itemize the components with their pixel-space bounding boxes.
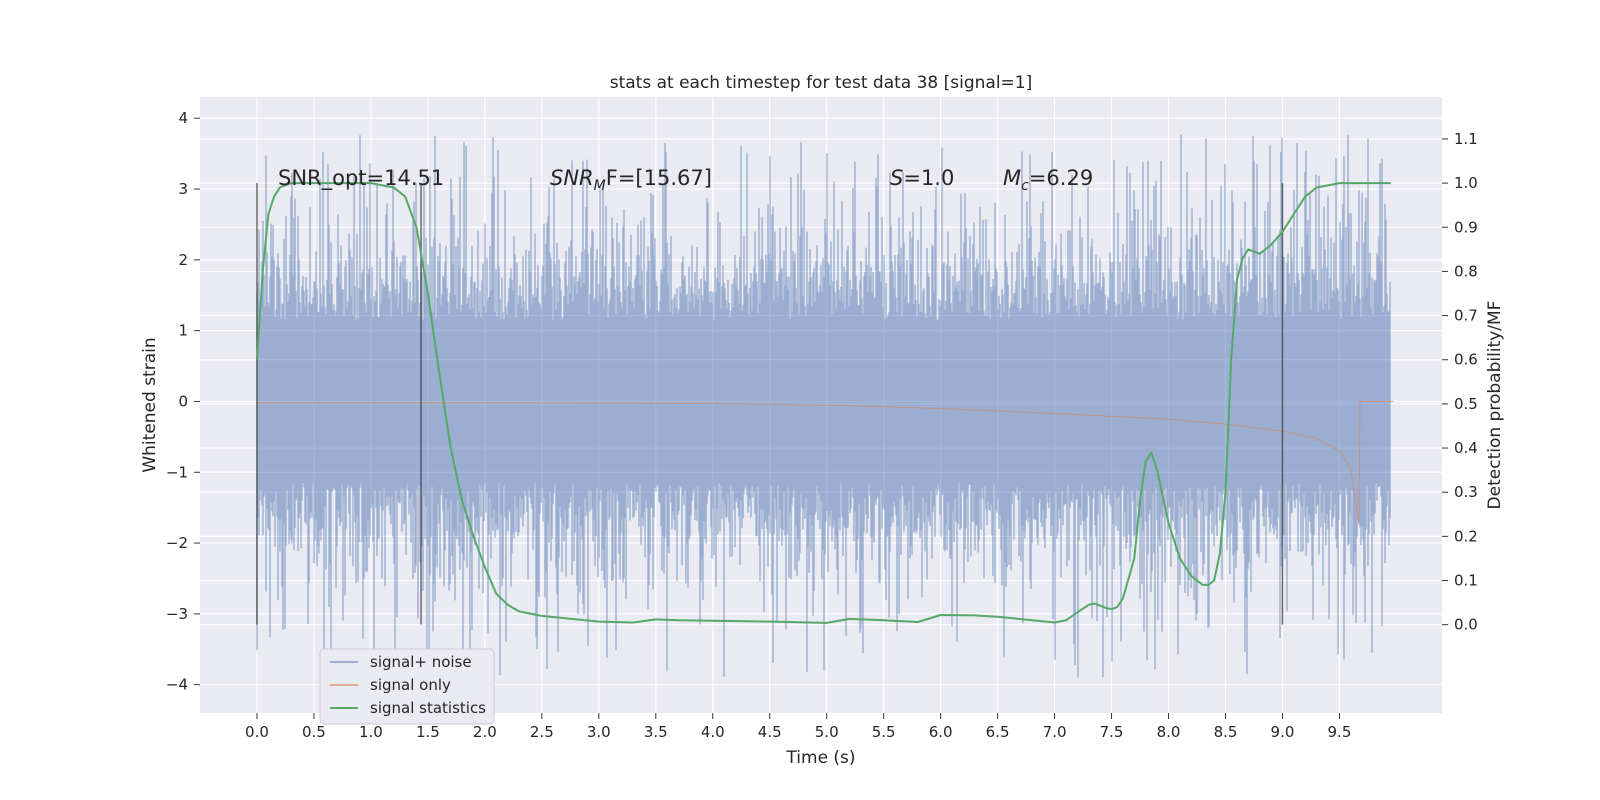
x-tick-label: 4.0 [701, 723, 725, 741]
x-tick-label: 1.5 [416, 723, 440, 741]
y2-tick-label: 0.5 [1454, 395, 1478, 413]
annotation-mc-value: =6.29 [1029, 166, 1093, 190]
legend-box [319, 648, 495, 725]
series-signal-statistics [256, 182, 1391, 624]
signal-statistics-line [256, 182, 1391, 624]
x-tick-label: 3.5 [644, 723, 668, 741]
y2-tick-label: 0.2 [1454, 527, 1478, 545]
x-tick-label: 2.0 [473, 723, 497, 741]
legend-label-signal-only: signal only [370, 676, 451, 694]
x-tick-label: 7.5 [1100, 723, 1124, 741]
x-tick-label: 8.0 [1157, 723, 1181, 741]
annotation-mc: Mc=6.29 [1003, 166, 1093, 194]
y2-tick-label: 0.0 [1454, 616, 1478, 634]
x-axis-label: Time (s) [785, 748, 855, 768]
y2-tick-label: 0.1 [1454, 572, 1478, 590]
y2-tick-label: 0.9 [1454, 218, 1478, 236]
x-axis-ticks: 0.0 0.5 1.0 1.5 2.0 2.5 3.0 3.5 4.0 4.5 5.0 5.5 6.0 6… [245, 713, 1351, 741]
x-tick-label: 6.5 [986, 723, 1010, 741]
y-tick-label: −2 [166, 534, 188, 552]
annotation-snr-mf-base: SNR [550, 166, 594, 190]
annotation-mc-sub: c [1021, 178, 1029, 194]
y-tick-label: 0 [178, 392, 188, 410]
y2-tick-label: 0.6 [1454, 351, 1478, 369]
y-tick-label: −1 [166, 463, 188, 481]
annotation-snr-opt: SNR_opt=14.51 [278, 166, 444, 191]
y2-tick-label: 1.0 [1454, 174, 1478, 192]
y-tick-label: 2 [178, 251, 188, 269]
x-tick-label: 9.5 [1328, 723, 1352, 741]
legend-label-signal-plus-noise: signal+ noise [370, 653, 472, 671]
x-tick-label: 9.0 [1271, 723, 1295, 741]
annotation-mc-base: M [1003, 166, 1021, 190]
y-tick-label: 3 [178, 180, 188, 198]
x-tick-label: 0.5 [302, 723, 326, 741]
annotation-s-symbol: S [890, 166, 903, 190]
series-signal-only [257, 401, 1394, 524]
x-tick-label: 3.0 [587, 723, 611, 741]
x-tick-label: 1.0 [359, 723, 383, 741]
chart-title: stats at each timestep for test data 38 … [610, 73, 1033, 93]
legend-label-signal-statistics: signal statistics [370, 699, 486, 717]
x-tick-label: 0.0 [245, 723, 269, 741]
x-tick-label: 8.5 [1214, 723, 1238, 741]
y2-tick-label: 0.4 [1454, 439, 1478, 457]
x-tick-label: 5.5 [872, 723, 896, 741]
y-tick-label: −3 [166, 605, 188, 623]
annotation-s: S=1.0 [890, 166, 954, 190]
annotation-snr-mf: SNRMF=[15.67] [550, 166, 712, 194]
x-tick-label: 6.0 [929, 723, 953, 741]
legend: signal+ noise signal only signal statist… [319, 648, 495, 725]
y2-tick-label: 0.8 [1454, 262, 1478, 280]
y2-tick-label: 0.3 [1454, 483, 1478, 501]
y-axis-label: Whitened strain [140, 337, 160, 472]
x-tick-label: 4.5 [758, 723, 782, 741]
annotation-snr-mf-rest: F=[15.67] [606, 166, 712, 190]
annotation-s-value: =1.0 [903, 166, 954, 190]
signal-only-trace [257, 401, 1394, 524]
y-axis-ticks: 4 3 2 1 0 −1 −2 −3 −4 [166, 109, 200, 694]
y2-tick-label: 1.1 [1454, 130, 1478, 148]
y-tick-label: −4 [166, 676, 188, 694]
y2-axis-label: Detection probability/MF [1485, 301, 1505, 510]
x-tick-label: 7.0 [1043, 723, 1067, 741]
annotation-snr-mf-sub: M [594, 178, 606, 194]
y-tick-label: 1 [178, 322, 188, 340]
y-tick-label: 4 [178, 109, 188, 127]
x-tick-label: 5.0 [815, 723, 839, 741]
y2-tick-label: 0.7 [1454, 307, 1478, 325]
x-tick-label: 2.5 [530, 723, 554, 741]
y2-axis-ticks: 1.1 1.0 0.9 0.8 0.7 0.6 0.5 0.4 0.3 0.2 0.1 0.0 [1442, 130, 1478, 634]
